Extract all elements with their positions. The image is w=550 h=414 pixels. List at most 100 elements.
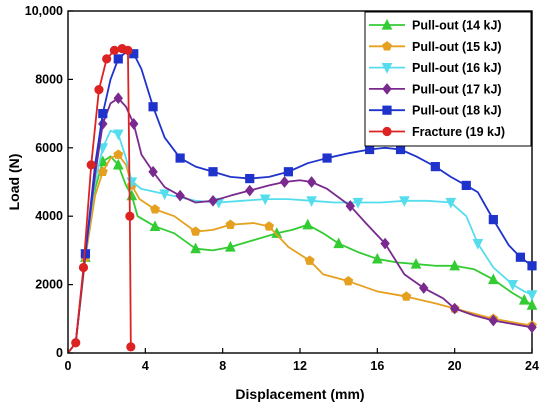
data-point	[113, 149, 124, 159]
x-tick-label: 0	[65, 359, 72, 373]
data-point	[126, 342, 136, 352]
data-point	[306, 196, 317, 207]
legend-label: Pull-out (16 kJ)	[412, 61, 502, 75]
data-point	[150, 204, 160, 214]
series-3	[67, 129, 538, 354]
data-point	[190, 226, 201, 236]
data-point	[352, 197, 364, 209]
axis-layer: 0 4 8 12 16 20 24 0 2000 4000 6000 8000 10,000	[25, 4, 539, 373]
x-tick-label: 24	[525, 359, 539, 373]
x-tick-label: 12	[293, 359, 307, 373]
data-point	[123, 45, 133, 55]
data-point	[109, 45, 120, 55]
data-point	[264, 221, 275, 231]
y-tick-label: 6000	[35, 141, 63, 155]
data-point	[113, 92, 123, 105]
data-point	[518, 293, 530, 305]
data-point	[487, 273, 499, 285]
legend-label: Pull-out (15 kJ)	[412, 40, 502, 54]
y-tick-label: 4000	[35, 209, 63, 223]
legend-label: Fracture (19 kJ)	[412, 125, 505, 139]
data-point	[86, 160, 96, 170]
series-line	[67, 47, 132, 354]
legend-box	[364, 11, 532, 147]
series-6	[67, 44, 136, 354]
legend-entry: Pull-out (14 kJ)	[369, 19, 502, 33]
legend-marker	[382, 126, 392, 137]
data-point	[245, 173, 255, 184]
data-point	[149, 220, 161, 232]
data-point	[449, 259, 461, 271]
x-axis-label: Displacement (mm)	[235, 386, 364, 402]
data-point	[302, 218, 314, 230]
x-tick-label: 20	[448, 359, 462, 373]
data-point	[148, 165, 158, 178]
data-point	[371, 252, 383, 264]
data-point	[488, 215, 498, 225]
data-point	[259, 194, 271, 206]
legend-marker	[381, 63, 393, 74]
data-point	[472, 238, 484, 250]
data-point	[98, 118, 108, 130]
data-point	[175, 153, 185, 163]
data-point	[97, 143, 109, 154]
data-point	[78, 262, 89, 273]
data-point	[159, 189, 171, 201]
y-tick-label: 8000	[35, 72, 63, 86]
legend-entry: Pull-out (18 kJ)	[369, 104, 502, 118]
data-point	[208, 167, 218, 177]
data-point	[225, 219, 236, 229]
data-point	[208, 194, 218, 207]
data-point	[113, 54, 123, 64]
legend-label: Pull-out (17 kJ)	[412, 82, 502, 96]
data-point	[399, 196, 410, 207]
data-point	[304, 255, 315, 265]
data-point	[380, 237, 390, 250]
data-point	[102, 54, 112, 64]
legend-entry: Fracture (19 kJ)	[369, 125, 505, 139]
data-point	[112, 158, 124, 170]
data-point	[526, 299, 538, 310]
data-point	[445, 197, 457, 209]
y-tick-label: 10,000	[25, 4, 63, 18]
series-line	[67, 129, 533, 354]
data-point	[515, 252, 526, 262]
data-point	[526, 290, 538, 301]
legend-label: Pull-out (14 kJ)	[412, 19, 502, 33]
data-point	[94, 85, 104, 95]
series-1	[67, 155, 538, 354]
legend-marker	[382, 41, 392, 51]
data-point	[345, 200, 355, 212]
y-axis-label: Load (N)	[6, 154, 22, 211]
data-point	[129, 118, 139, 130]
data-point	[98, 109, 108, 119]
data-point	[97, 166, 108, 176]
data-point	[461, 180, 471, 191]
data-point	[279, 176, 290, 188]
data-point	[419, 282, 429, 294]
data-point	[175, 189, 185, 202]
data-point	[245, 184, 255, 197]
legend-label: Pull-out (18 kJ)	[412, 104, 502, 118]
legend-marker	[381, 18, 393, 30]
legend-entry: Pull-out (15 kJ)	[369, 40, 502, 54]
data-point	[430, 162, 440, 172]
data-point	[364, 144, 375, 155]
x-tick-label: 16	[370, 359, 384, 373]
data-point	[190, 242, 201, 254]
data-point	[527, 321, 537, 334]
x-tick-label: 8	[219, 359, 226, 373]
data-point	[343, 275, 354, 286]
legend-entry: Pull-out (17 kJ)	[369, 82, 502, 96]
data-point	[283, 167, 294, 177]
series-layer	[67, 44, 538, 354]
data-point	[148, 102, 158, 112]
legend-entry: Pull-out (16 kJ)	[369, 61, 502, 75]
data-point	[488, 314, 499, 327]
data-point	[527, 261, 537, 271]
data-point	[71, 338, 81, 348]
series-5	[67, 49, 537, 354]
data-point	[449, 302, 460, 315]
data-point	[395, 144, 406, 155]
